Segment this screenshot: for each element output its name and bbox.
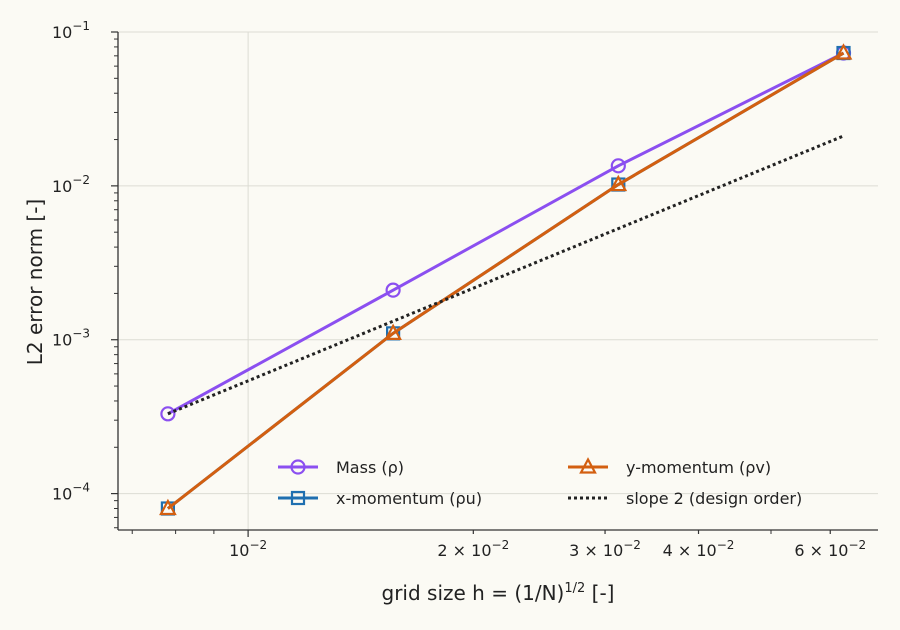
data-point [610,158,626,174]
legend-item: x-momentum (ρu) [278,489,482,508]
x-axis-label-unit: [-] [585,581,614,605]
legend: Mass (ρ) x-momentum (ρu) y-momentum (ρv) sl… [278,457,802,508]
grid-layer [118,31,878,530]
data-point [159,498,177,516]
series-line [166,51,845,510]
legend-item: y-momentum (ρv) [568,457,771,477]
data-point [160,406,176,422]
y-tick-label: 10−1 [52,19,90,42]
series-3 [167,134,845,416]
x-axis-label: grid size h = (1/N)1/2 [-] [382,581,615,605]
series-0 [160,45,852,422]
y-tick-label: 10−2 [52,173,90,196]
x-axis-label-exponent: 1/2 [564,581,585,596]
y-tick-label: 10−3 [52,327,90,350]
legend-item: slope 2 (design order) [568,489,802,508]
legend-item: Mass (ρ) [278,458,404,477]
x-tick-label: 3 × 10−2 [569,538,641,560]
legend-label: y-momentum (ρv) [626,458,771,477]
series-1 [160,45,851,516]
data-point [385,282,401,298]
ticks-layer: 10−2 2 × 10−2 3 × 10−2 4 × 10−2 6 × 10−2 10−4… [52,19,866,560]
x-tick-label: 6 × 10−2 [794,538,866,560]
x-tick-label: 2 × 10−2 [437,538,509,560]
data-point [834,43,853,60]
series-line [167,51,845,416]
legend-label: slope 2 (design order) [626,489,802,508]
legend-marker [290,459,306,475]
axes-layer [117,32,878,531]
data-point [609,174,628,192]
series-layer [159,43,853,516]
legend-label: x-momentum (ρu) [336,489,482,508]
legend-label: Mass (ρ) [336,458,404,477]
y-axis-label: L2 error norm [-] [23,199,47,365]
x-tick-label: 10−2 [229,538,267,560]
y-tick-label: 10−4 [52,481,90,504]
series-2 [159,43,853,516]
x-tick-label: 4 × 10−2 [663,538,735,560]
legend-marker [579,457,597,474]
legend-marker [290,490,306,506]
series-line [167,134,845,416]
series-line [166,51,845,510]
data-point [384,323,402,340]
